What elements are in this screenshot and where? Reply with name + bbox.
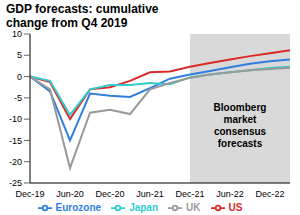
svg-text:-10: -10 xyxy=(9,114,22,124)
svg-text:-15: -15 xyxy=(9,136,22,146)
svg-text:-5: -5 xyxy=(14,93,22,103)
svg-text:Bloombergmarketconsensusforeca: Bloombergmarketconsensusforecasts xyxy=(214,102,267,149)
svg-text:-25: -25 xyxy=(9,178,22,188)
html-text:UK: UK xyxy=(186,201,201,213)
html-text:GDP forecasts: cumulative chan: GDP forecasts: cumulative change from Q4… xyxy=(6,2,159,30)
svg-text:Dec-20: Dec-20 xyxy=(95,189,124,199)
svg-text:Jun-20: Jun-20 xyxy=(56,189,84,199)
html-text:Eurozone: Eurozone xyxy=(55,201,102,213)
svg-text:Dec-19: Dec-19 xyxy=(15,189,44,199)
html-text:US: US xyxy=(228,201,243,213)
svg-text:Dec-21: Dec-21 xyxy=(175,189,204,199)
svg-text:5: 5 xyxy=(17,50,22,60)
html-text:Japan: Japan xyxy=(129,201,158,213)
svg-text:Dec-22: Dec-22 xyxy=(255,189,284,199)
svg-text:0: 0 xyxy=(17,72,22,82)
svg-text:Jun-21: Jun-21 xyxy=(136,189,164,199)
svg-text:10: 10 xyxy=(12,30,22,39)
svg-text:-20: -20 xyxy=(9,157,22,167)
svg-text:Jun-22: Jun-22 xyxy=(216,189,244,199)
